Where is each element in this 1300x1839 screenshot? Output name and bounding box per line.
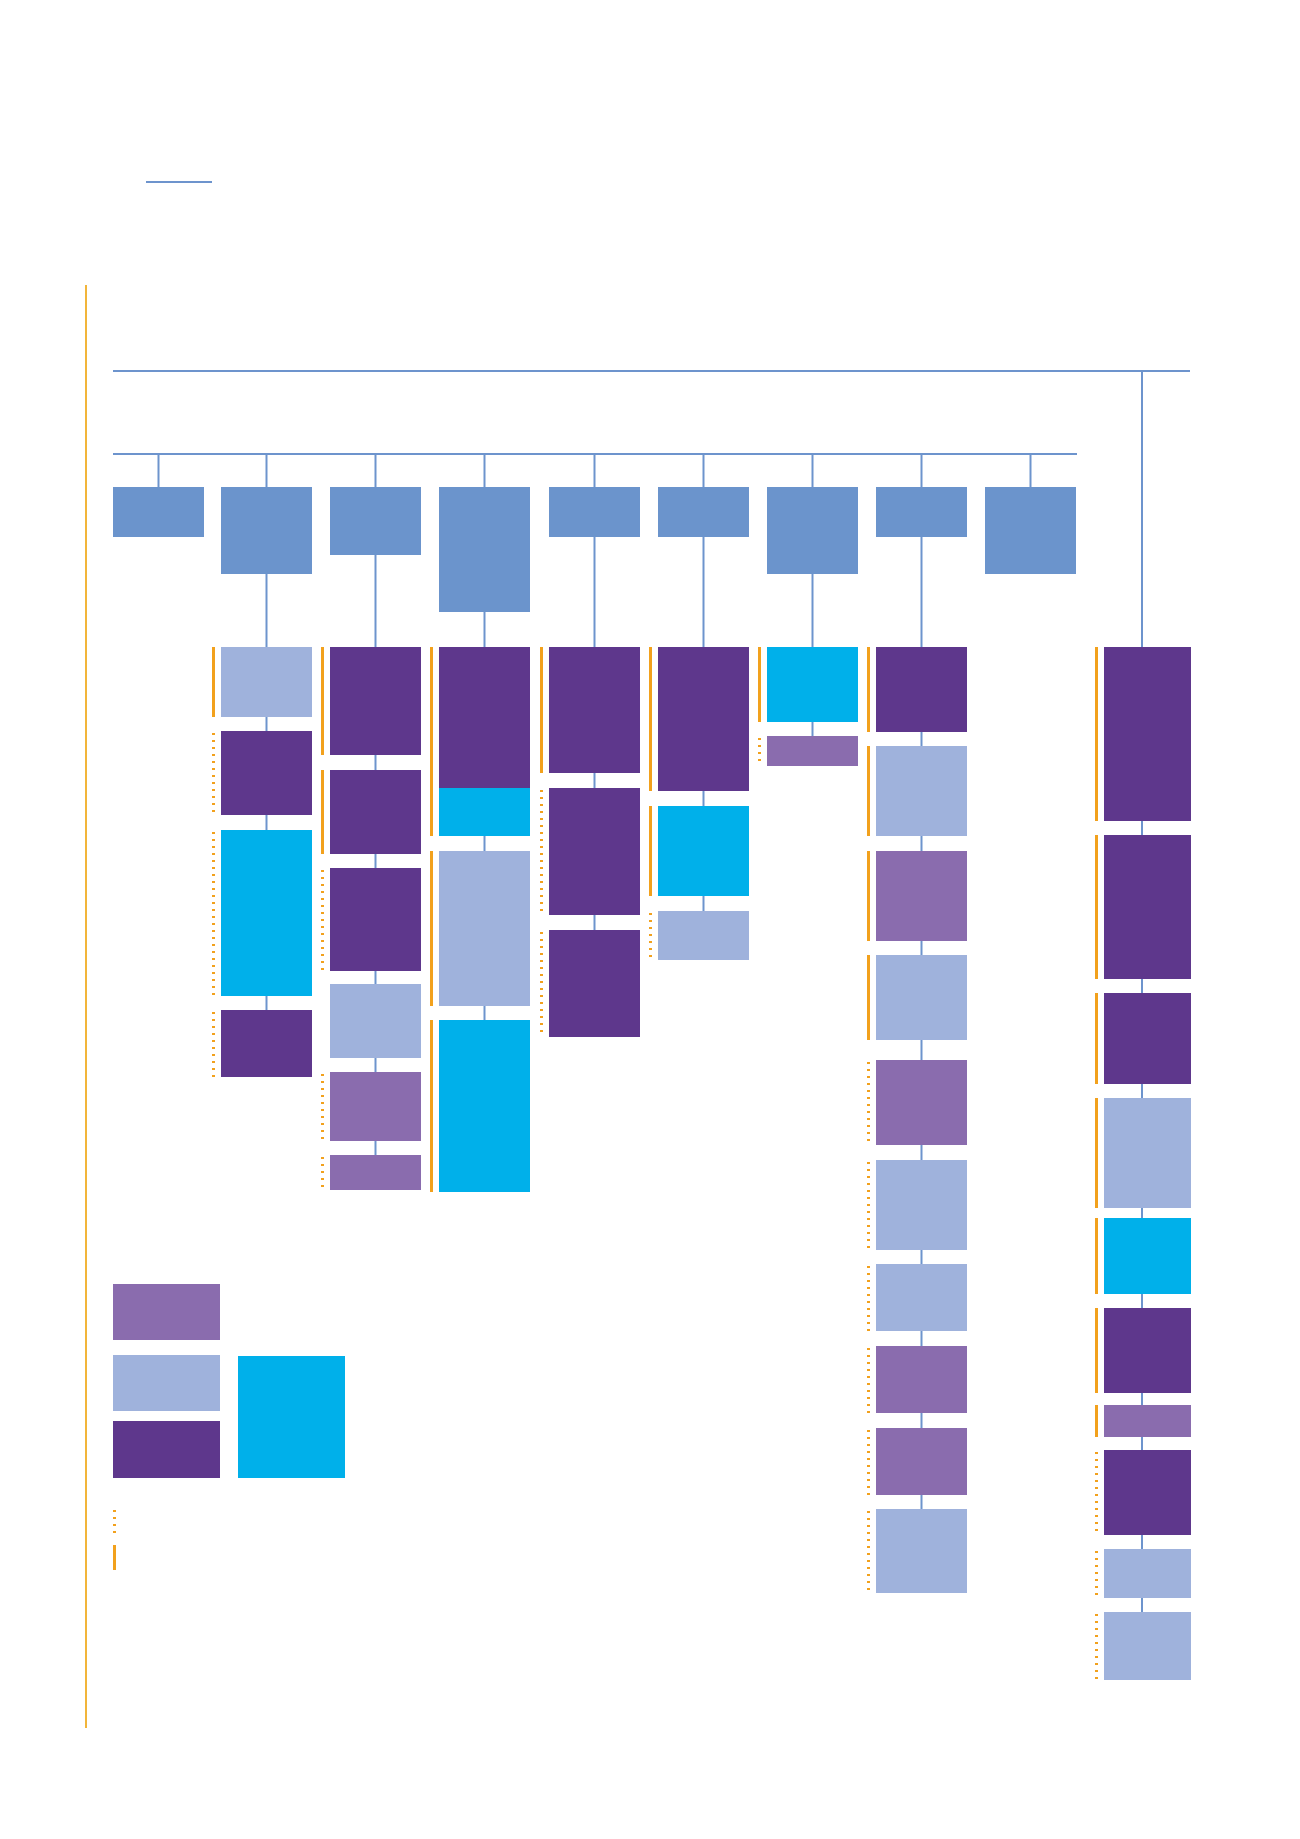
- branch-4-header-box: [439, 487, 530, 612]
- branch-5-child-2: [549, 788, 640, 915]
- branch-5-child-1-marker: [540, 647, 543, 773]
- branch-4-child-4: [439, 1020, 530, 1192]
- right-branch-child-7-marker: [1095, 1405, 1098, 1437]
- branch-3-child-6: [330, 1155, 421, 1190]
- branch-6-header-box: [658, 487, 749, 537]
- right-branch-child-5-marker: [1095, 1218, 1098, 1294]
- branch-6-child-3: [658, 911, 749, 960]
- branch-5-child-1: [549, 647, 640, 773]
- right-branch-child-3-marker: [1095, 993, 1098, 1084]
- branch-6-child-2-marker: [649, 806, 652, 896]
- branch-8-child-10: [876, 1509, 967, 1593]
- branch-2-child-3: [221, 830, 312, 996]
- branch-5-child-3: [549, 930, 640, 1037]
- branch-4-child-2: [439, 788, 530, 836]
- branch-7-header-box: [767, 487, 858, 574]
- branch-3-child-5: [330, 1072, 421, 1141]
- right-branch-child-3: [1104, 993, 1191, 1084]
- right-branch-child-1-marker: [1095, 647, 1098, 821]
- branch-8-child-4-marker: [867, 955, 870, 1040]
- right-branch-child-4: [1104, 1098, 1191, 1208]
- right-branch-child-2: [1104, 835, 1191, 979]
- branch-8-child-5: [876, 1060, 967, 1145]
- branch-2-header-box: [221, 487, 312, 574]
- branch-6-child-2: [658, 806, 749, 896]
- legend-marker-solid: [113, 1545, 116, 1570]
- branch-4-child-2-marker: [430, 788, 433, 836]
- branch-8-child-2-marker: [867, 746, 870, 836]
- branch-7-child-1: [767, 647, 858, 722]
- right-branch-child-9: [1104, 1549, 1191, 1598]
- right-branch-child-10: [1104, 1612, 1191, 1680]
- page-margin-rule: [85, 285, 87, 1728]
- branch-5-header-box: [549, 487, 640, 537]
- branch-4-child-3-marker: [430, 851, 433, 1006]
- branch-3-child-1: [330, 647, 421, 755]
- right-branch-child-7: [1104, 1405, 1191, 1437]
- branch-3-child-2: [330, 770, 421, 854]
- branch-4-child-1-marker: [430, 647, 433, 788]
- branch-8-header-box: [876, 487, 967, 537]
- branch-2-child-4: [221, 1010, 312, 1077]
- branch-9-header-box: [985, 487, 1076, 574]
- legend-swatch-dark-purple: [113, 1421, 220, 1478]
- branch-8-child-4: [876, 955, 967, 1040]
- branch-2-child-2: [221, 731, 312, 815]
- branch-8-child-1: [876, 647, 967, 732]
- branch-3-child-4: [330, 984, 421, 1058]
- branch-4-child-1: [439, 647, 530, 788]
- branch-6-child-1: [658, 647, 749, 791]
- right-branch-child-1: [1104, 647, 1191, 821]
- right-branch-child-4-marker: [1095, 1098, 1098, 1208]
- branch-8-child-8: [876, 1346, 967, 1413]
- right-branch-child-8: [1104, 1450, 1191, 1535]
- branch-8-child-7: [876, 1264, 967, 1331]
- branch-8-child-9: [876, 1428, 967, 1495]
- branch-3-child-3: [330, 868, 421, 971]
- branch-8-child-1-marker: [867, 647, 870, 732]
- branch-8-child-6: [876, 1160, 967, 1250]
- legend-swatch-cyan: [238, 1356, 345, 1478]
- branch-7-child-2: [767, 736, 858, 766]
- branch-3-child-2-marker: [321, 770, 324, 854]
- branch-3-child-1-marker: [321, 647, 324, 755]
- branch-8-child-2: [876, 746, 967, 836]
- title-underline: [146, 181, 212, 183]
- right-branch-child-6: [1104, 1308, 1191, 1393]
- branch-2-child-1: [221, 647, 312, 717]
- right-branch-child-2-marker: [1095, 835, 1098, 979]
- branch-4-child-4-marker: [430, 1020, 433, 1192]
- branch-4-child-3: [439, 851, 530, 1006]
- branch-2-child-1-marker: [212, 647, 215, 717]
- branch-1-header-box: [113, 487, 204, 537]
- branch-6-child-1-marker: [649, 647, 652, 791]
- right-branch-child-6-marker: [1095, 1308, 1098, 1393]
- branch-7-child-1-marker: [758, 647, 761, 722]
- branch-8-child-3-marker: [867, 851, 870, 941]
- branch-3-header-box: [330, 487, 421, 555]
- branch-8-child-3: [876, 851, 967, 941]
- legend-swatch-light-blue: [113, 1355, 220, 1411]
- legend-swatch-mid-purple: [113, 1284, 220, 1340]
- right-branch-child-5: [1104, 1218, 1191, 1294]
